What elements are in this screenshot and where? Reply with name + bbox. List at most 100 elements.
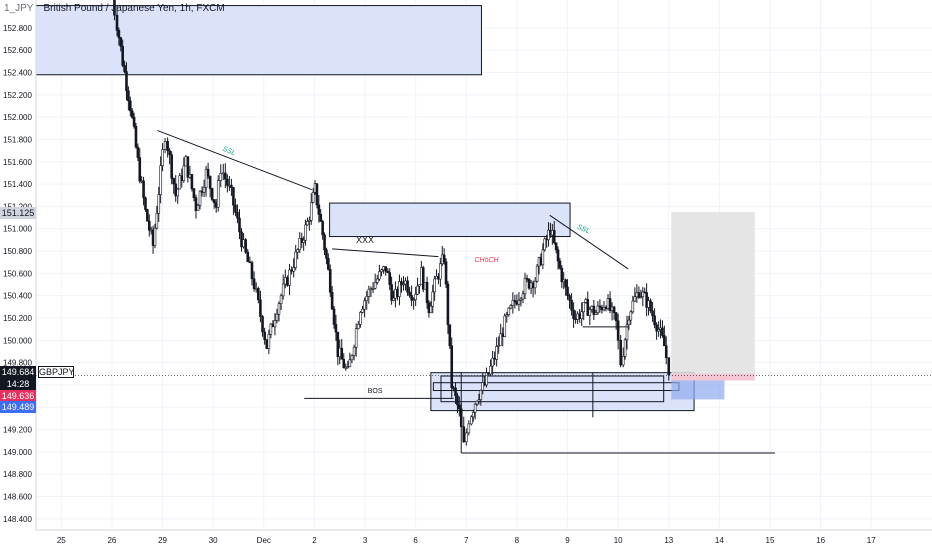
- candle: [629, 310, 633, 325]
- candle-body: [541, 249, 545, 266]
- y-tick-label: 150.000: [3, 336, 32, 345]
- candle-body: [543, 238, 547, 251]
- candle-body: [157, 194, 161, 214]
- candle-body: [269, 323, 273, 335]
- candle-body: [155, 213, 159, 229]
- candle: [631, 295, 635, 314]
- candle: [304, 219, 307, 246]
- candle-body: [275, 313, 279, 321]
- candle-body: [176, 188, 180, 197]
- candle-body: [614, 312, 618, 322]
- candle: [298, 232, 302, 254]
- x-tick-label: 10: [614, 536, 623, 545]
- candle-body: [408, 291, 411, 296]
- candle: [543, 237, 547, 252]
- candle: [230, 178, 233, 196]
- candle-body: [302, 239, 305, 243]
- candle-body: [558, 260, 562, 269]
- x-tick-label: 29: [158, 536, 167, 545]
- candle-body: [513, 300, 517, 303]
- candle-body: [340, 347, 344, 360]
- candle: [456, 392, 459, 414]
- candle-body: [439, 263, 442, 280]
- candle-body: [166, 141, 169, 151]
- candle: [375, 274, 379, 285]
- candle-body: [375, 278, 379, 283]
- candle-body: [119, 37, 123, 47]
- candle-body: [564, 279, 567, 288]
- candle-body: [582, 302, 586, 313]
- candle: [509, 304, 513, 310]
- candle: [582, 301, 586, 321]
- candle: [594, 309, 598, 316]
- candle-body: [471, 412, 475, 418]
- candle-body: [431, 291, 435, 307]
- candle-body: [610, 306, 614, 311]
- candle-body: [216, 180, 220, 208]
- candle: [464, 428, 468, 446]
- demand-zone: [430, 372, 695, 412]
- candle: [363, 297, 366, 318]
- candle-body: [371, 288, 375, 290]
- x-tick-label: 13: [664, 536, 673, 545]
- candle: [306, 217, 309, 226]
- candle: [616, 313, 620, 350]
- candle: [323, 232, 326, 256]
- candle: [661, 320, 664, 338]
- candle: [157, 186, 161, 222]
- candle: [651, 301, 654, 322]
- candle: [503, 313, 507, 338]
- candle-body: [519, 298, 523, 301]
- ssl-label-2: SSL: [576, 224, 591, 236]
- candle: [558, 258, 562, 270]
- candle-body: [568, 295, 571, 301]
- candle: [580, 302, 583, 327]
- candle-body: [606, 298, 610, 309]
- candle: [170, 151, 173, 185]
- candle-body: [236, 211, 239, 219]
- candle-body: [373, 282, 377, 289]
- y-tick-label: 152.400: [3, 69, 32, 78]
- ask-price-tag: 149.489: [0, 401, 36, 413]
- candle-body: [631, 300, 635, 313]
- candle: [388, 268, 392, 291]
- candle-body: [288, 269, 291, 286]
- candle-body: [190, 174, 194, 189]
- candle-body: [136, 146, 140, 158]
- candle-body: [311, 192, 315, 203]
- candle-body: [128, 100, 132, 112]
- candle-body: [198, 190, 202, 206]
- candle: [418, 284, 421, 294]
- candle: [128, 96, 132, 117]
- candle: [134, 122, 138, 149]
- candle: [336, 331, 340, 366]
- candle-body: [294, 251, 297, 268]
- candle: [321, 219, 324, 240]
- candle: [497, 336, 500, 354]
- candle: [416, 277, 419, 296]
- position-stop-band: [671, 373, 755, 381]
- candle-body: [127, 90, 130, 102]
- mid-supply-zone: [329, 202, 571, 238]
- candle-body: [298, 237, 302, 251]
- candle: [176, 187, 180, 204]
- candle-body: [554, 242, 558, 251]
- ssl-trendline-1: [157, 130, 313, 191]
- candle-body: [511, 300, 515, 306]
- candle-body: [602, 306, 606, 311]
- candle: [507, 307, 511, 317]
- candle-body: [612, 306, 616, 313]
- candle-body: [429, 305, 433, 314]
- candle: [442, 248, 446, 265]
- candle-body: [226, 178, 229, 186]
- candle-body: [338, 347, 342, 357]
- candle-body: [574, 318, 577, 320]
- candle-body: [263, 331, 266, 340]
- candle: [346, 360, 350, 369]
- candle-body: [259, 299, 262, 317]
- candle: [378, 264, 381, 282]
- candle: [541, 243, 545, 270]
- candle-body: [421, 267, 425, 290]
